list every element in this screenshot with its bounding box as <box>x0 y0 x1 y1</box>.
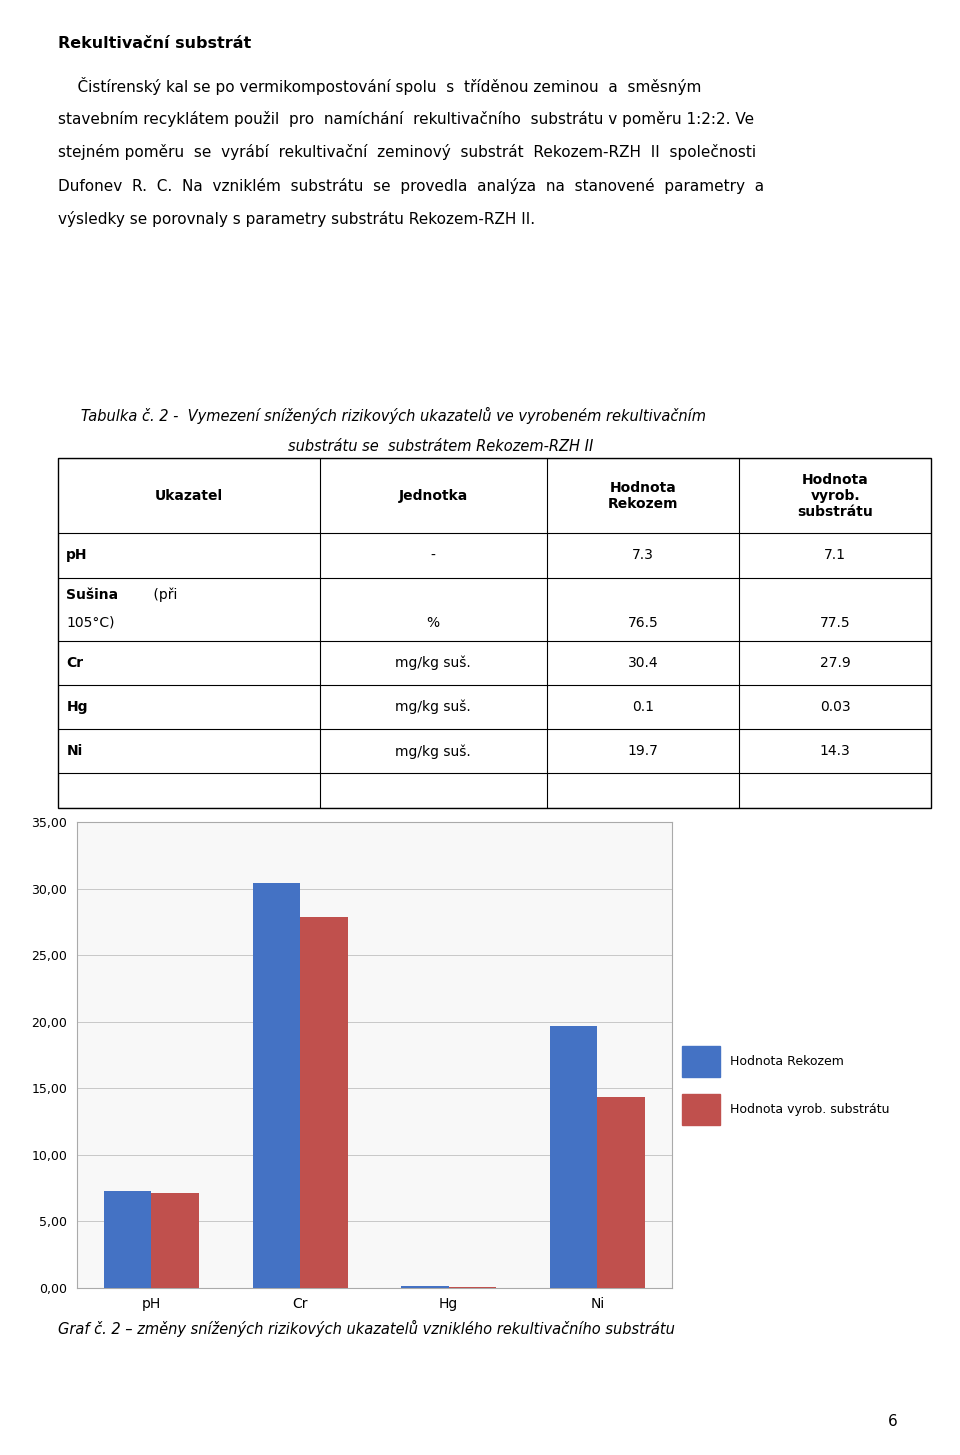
Text: Sušina: Sušina <box>66 588 118 602</box>
Text: stavebním recyklátem použil  pro  namíchání  rekultivačního  substrátu v poměru : stavebním recyklátem použil pro namíchán… <box>58 111 754 127</box>
Text: Graf č. 2 – změny snížených rizikových ukazatelů vzniklého rekultivačního substr: Graf č. 2 – změny snížených rizikových u… <box>58 1320 675 1337</box>
Text: Hodnota
vyrob.
substrátu: Hodnota vyrob. substrátu <box>797 473 873 519</box>
Bar <box>152 1193 199 1288</box>
Text: Cr: Cr <box>66 656 84 669</box>
Text: výsledky se porovnaly s parametry substrátu Rekozem-RZH II.: výsledky se porovnaly s parametry substr… <box>58 211 535 227</box>
Text: 76.5: 76.5 <box>628 615 659 630</box>
Bar <box>682 1046 720 1077</box>
Text: Rekultivační substrát: Rekultivační substrát <box>58 36 251 51</box>
Text: Dufonev  R.  C.  Na  vzniklém  substrátu  se  provedla  analýza  na  stanovené  : Dufonev R. C. Na vzniklém substrátu se p… <box>58 178 764 194</box>
Text: Ukazatel: Ukazatel <box>155 489 223 503</box>
Text: Ni: Ni <box>66 745 83 758</box>
Bar <box>682 1094 720 1125</box>
Text: substrátu se  substrátem Rekozem-RZH II: substrátu se substrátem Rekozem-RZH II <box>288 439 593 454</box>
Text: Hodnota vyrob. substrátu: Hodnota vyrob. substrátu <box>731 1103 890 1116</box>
Text: mg/kg suš.: mg/kg suš. <box>396 700 471 714</box>
Text: Hg: Hg <box>66 700 87 714</box>
Text: mg/kg suš.: mg/kg suš. <box>396 656 471 669</box>
Text: 27.9: 27.9 <box>820 656 851 669</box>
Text: Tabulka č. 2 -  Vymezení snížených rizikových ukazatelů ve vyrobeném rekultivačn: Tabulka č. 2 - Vymezení snížených riziko… <box>67 407 707 425</box>
Bar <box>597 1097 645 1288</box>
Text: (při: (při <box>150 588 178 602</box>
Text: 19.7: 19.7 <box>628 745 659 758</box>
Text: 105°C): 105°C) <box>66 615 115 630</box>
Text: 7.1: 7.1 <box>824 549 846 563</box>
Bar <box>550 1026 597 1288</box>
Text: Hodnota
Rekozem: Hodnota Rekozem <box>608 480 678 511</box>
Text: -: - <box>431 549 436 563</box>
Text: 77.5: 77.5 <box>820 615 851 630</box>
Text: %: % <box>426 615 440 630</box>
Text: stejném poměru  se  vyrábí  rekultivační  zeminový  substrát  Rekozem-RZH  II  s: stejném poměru se vyrábí rekultivační ze… <box>58 144 756 160</box>
Text: Hodnota Rekozem: Hodnota Rekozem <box>731 1055 844 1068</box>
Text: mg/kg suš.: mg/kg suš. <box>396 744 471 758</box>
Text: 0.1: 0.1 <box>632 700 654 714</box>
Text: Čistírenský kal se po vermikompostování spolu  s  tříděnou zeminou  a  směsným: Čistírenský kal se po vermikompostování … <box>58 77 701 95</box>
Text: Jednotka: Jednotka <box>398 489 468 503</box>
Text: 30.4: 30.4 <box>628 656 659 669</box>
Text: pH: pH <box>66 549 87 563</box>
Text: 0.03: 0.03 <box>820 700 851 714</box>
Bar <box>300 917 348 1288</box>
Text: 6: 6 <box>888 1414 898 1429</box>
Text: 14.3: 14.3 <box>820 745 851 758</box>
Bar <box>252 883 300 1288</box>
Text: 7.3: 7.3 <box>632 549 654 563</box>
Bar <box>104 1190 152 1288</box>
